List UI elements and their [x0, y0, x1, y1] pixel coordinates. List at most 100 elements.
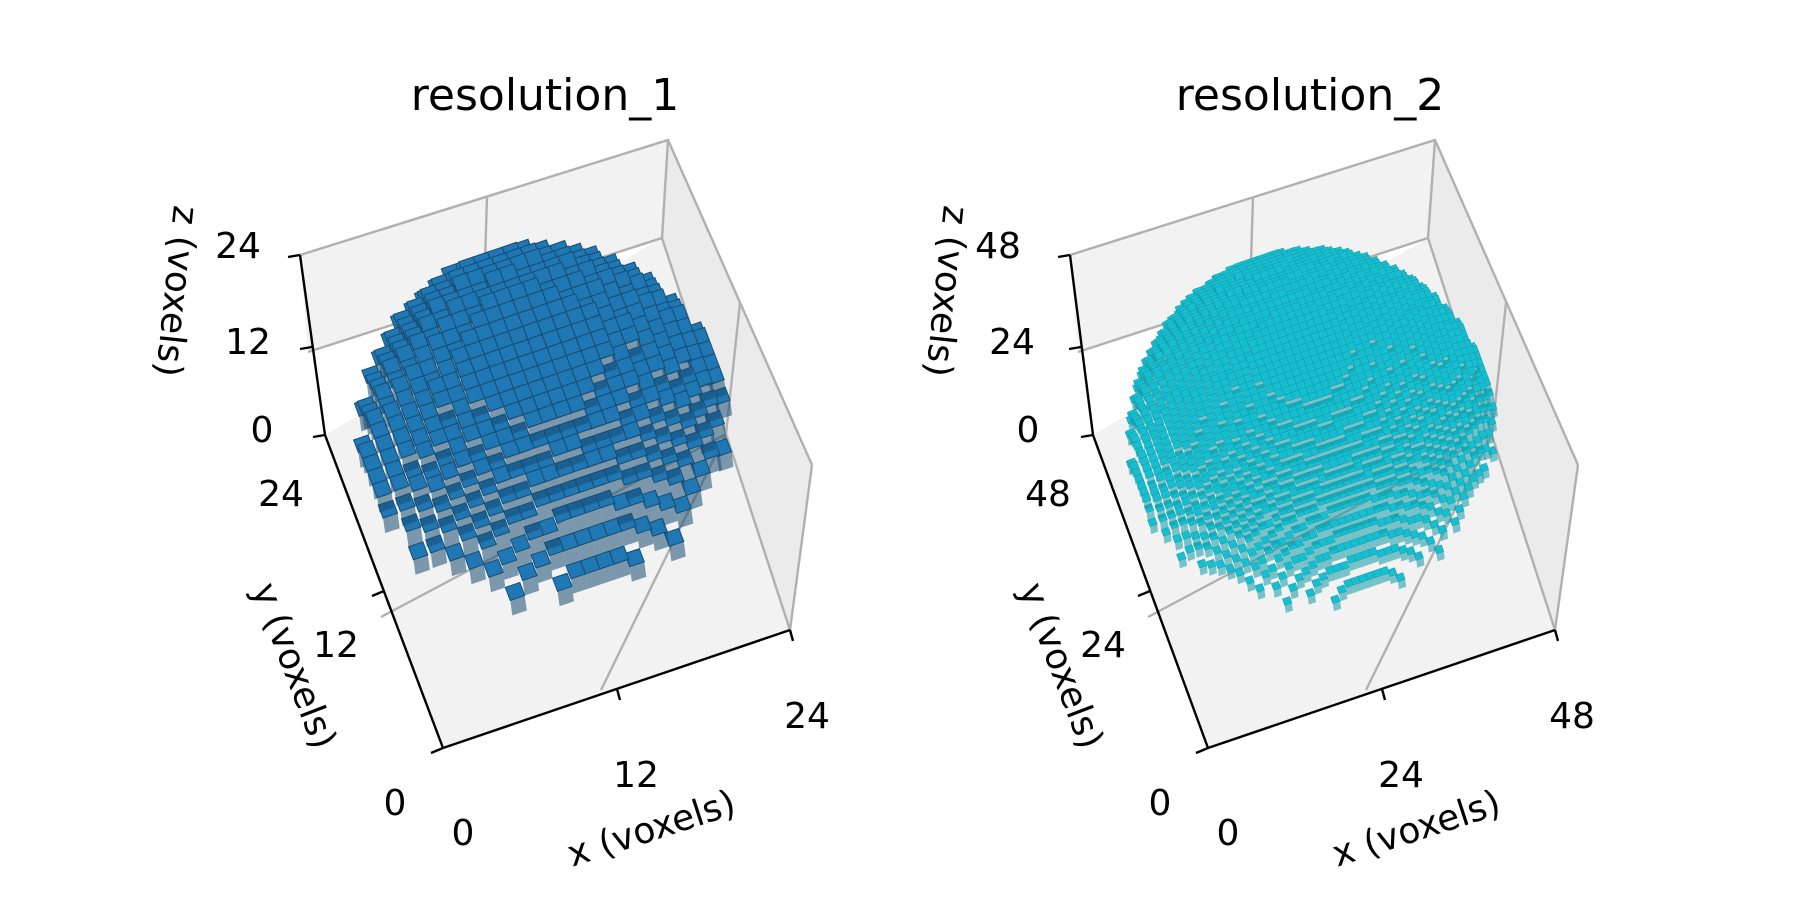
voxel-side: [1303, 538, 1312, 549]
voxel-side: [1367, 427, 1376, 438]
voxel-side: [1358, 449, 1367, 459]
voxel-side: [1246, 427, 1255, 438]
voxel-face: [1263, 458, 1275, 469]
voxel-side: [1394, 496, 1403, 507]
voxel-side: [519, 448, 537, 468]
voxel-face: [1294, 572, 1305, 583]
voxel-side: [1327, 478, 1336, 488]
voxel-face: [483, 392, 505, 412]
x-axis-line-2: [1207, 628, 1556, 750]
voxel-side: [1374, 575, 1383, 586]
voxel-side: [1303, 400, 1312, 411]
voxel-side: [1277, 420, 1286, 431]
voxel-face: [1196, 408, 1207, 418]
voxel-side: [1308, 417, 1317, 428]
voxel-side: [1233, 466, 1242, 476]
voxel-side: [1307, 522, 1316, 533]
voxel-side: [1168, 516, 1177, 527]
voxel-side: [1311, 453, 1321, 464]
voxel-side: [1343, 506, 1352, 517]
voxel-face: [1267, 563, 1278, 573]
voxel-side: [645, 503, 663, 524]
voxel-side: [1236, 476, 1245, 487]
voxel-side: [469, 564, 486, 585]
voxel-side: [1313, 546, 1322, 557]
y-tick-label-1: 0: [384, 783, 407, 824]
voxel-side: [1399, 484, 1408, 494]
voxel-side: [1267, 525, 1276, 536]
voxel-side: [523, 514, 540, 535]
panel-resolution-1: resolution_1: [147, 70, 830, 875]
voxel-face: [1253, 424, 1264, 435]
voxel-face: [1248, 490, 1259, 500]
voxel-side: [1246, 402, 1255, 412]
voxel-side: [661, 505, 678, 526]
voxel-side: [1279, 577, 1289, 588]
x-tick-label-1: 24: [784, 696, 830, 737]
voxel-side: [1317, 560, 1326, 571]
voxel-side: [592, 536, 610, 556]
voxel-side: [1310, 536, 1319, 547]
voxel-side: [1195, 513, 1204, 524]
voxel-side: [1273, 587, 1282, 598]
voxel-side: [1286, 567, 1295, 578]
voxel-side: [1423, 521, 1432, 532]
voxel-side: [1251, 444, 1260, 455]
voxel-side: [522, 575, 540, 596]
voxel-side: [1163, 533, 1172, 544]
voxel-side: [1206, 490, 1215, 501]
voxel-side: [1265, 435, 1274, 446]
voxel-side: [1333, 498, 1342, 509]
voxel-side: [1324, 467, 1333, 478]
voxel-side: [1385, 462, 1394, 473]
voxel-side: [1363, 525, 1372, 536]
voxel-side: [1282, 553, 1291, 564]
voxel-side: [1202, 537, 1211, 548]
voxel-face: [1239, 433, 1250, 444]
voxel-side: [1399, 431, 1408, 442]
voxel-side: [1444, 488, 1453, 498]
voxel-side: [1366, 476, 1375, 486]
voxel-side: [1218, 501, 1227, 512]
voxel-side: [1375, 454, 1384, 465]
voxel-side: [466, 436, 483, 457]
voxel-side: [1355, 438, 1364, 449]
y-tick-label-2: 24: [1080, 625, 1126, 666]
voxel-face: [1288, 487, 1300, 497]
voxel-side: [585, 508, 603, 528]
voxel-face: [1318, 571, 1329, 582]
voxel-side: [1346, 520, 1355, 531]
voxel-side: [1286, 399, 1295, 409]
voxel-side: [1183, 537, 1192, 548]
x-tick-mark-1: [788, 629, 795, 642]
voxel-side: [573, 466, 591, 487]
voxel-side: [418, 507, 436, 527]
voxel-face: [1291, 415, 1302, 426]
voxel-side: [1404, 535, 1413, 545]
voxel-side: [437, 402, 454, 423]
voxel-side: [1280, 456, 1289, 467]
voxel-side: [1337, 407, 1346, 418]
voxel-side: [1157, 509, 1166, 520]
voxel-side: [1286, 477, 1295, 488]
x-tick-mark-2: [1553, 629, 1560, 642]
voxel-side: [1456, 510, 1465, 521]
voxel-side: [1240, 519, 1249, 530]
voxel-side: [1334, 535, 1344, 546]
voxel-side: [1397, 507, 1406, 517]
voxel-side: [1433, 472, 1442, 483]
voxel-side: [1146, 510, 1155, 521]
voxel-side: [1299, 439, 1308, 450]
voxel-side: [1199, 415, 1208, 425]
voxel-side: [1231, 489, 1241, 499]
voxel-side: [1287, 454, 1296, 465]
voxel-side: [1360, 580, 1369, 591]
voxel-side: [1243, 530, 1252, 540]
voxel-side: [1301, 419, 1310, 430]
voxel-side: [1379, 497, 1388, 508]
voxel-side: [1257, 589, 1266, 600]
voxel-side: [1231, 384, 1240, 395]
voxel-side: [1192, 537, 1201, 548]
voxel-side: [1427, 508, 1437, 519]
